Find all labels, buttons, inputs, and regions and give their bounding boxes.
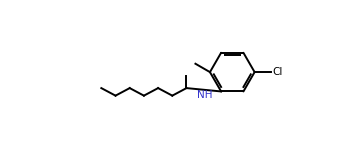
Text: Cl: Cl: [273, 67, 283, 77]
Text: NH: NH: [197, 90, 213, 100]
